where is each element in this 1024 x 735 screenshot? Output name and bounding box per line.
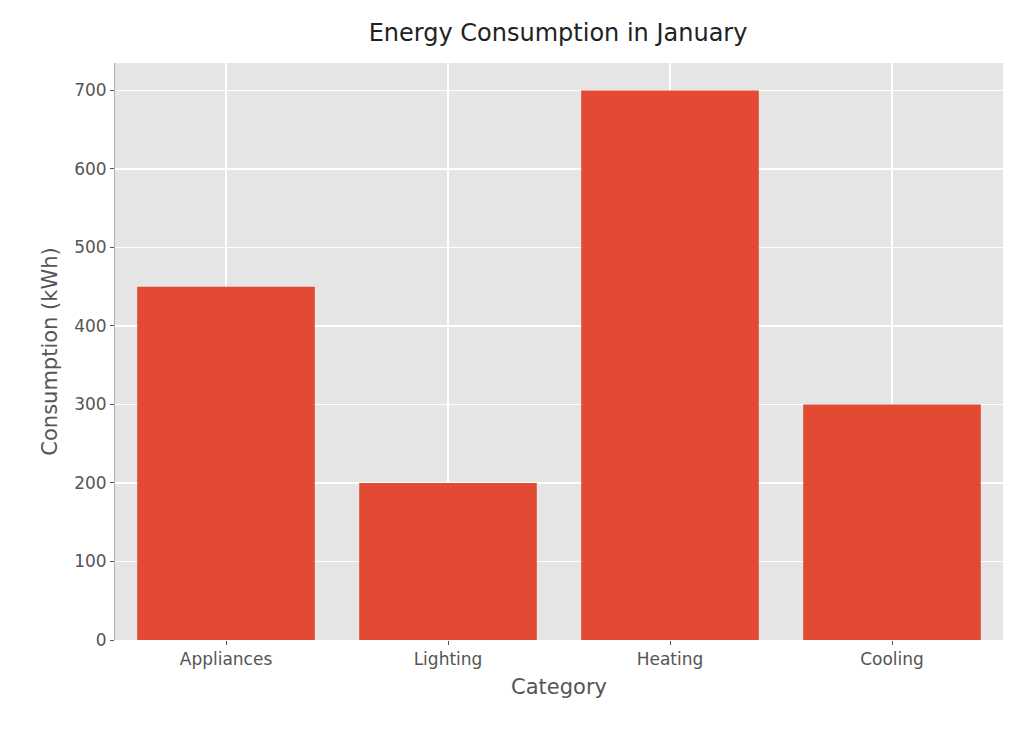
svg-text:Heating: Heating	[637, 649, 704, 669]
svg-text:Appliances: Appliances	[180, 649, 273, 669]
svg-text:Lighting: Lighting	[414, 649, 483, 669]
svg-text:100: 100	[74, 551, 106, 571]
svg-text:Category: Category	[511, 675, 607, 699]
svg-text:300: 300	[74, 394, 106, 414]
svg-text:0: 0	[96, 630, 107, 650]
svg-text:Consumption (kWh): Consumption (kWh)	[38, 247, 62, 455]
svg-text:Cooling: Cooling	[860, 649, 924, 669]
svg-text:Energy Consumption in January: Energy Consumption in January	[369, 19, 748, 47]
svg-text:700: 700	[74, 80, 106, 100]
svg-text:400: 400	[74, 316, 106, 336]
svg-text:600: 600	[74, 159, 106, 179]
svg-text:200: 200	[74, 473, 106, 493]
svg-text:500: 500	[74, 237, 106, 257]
